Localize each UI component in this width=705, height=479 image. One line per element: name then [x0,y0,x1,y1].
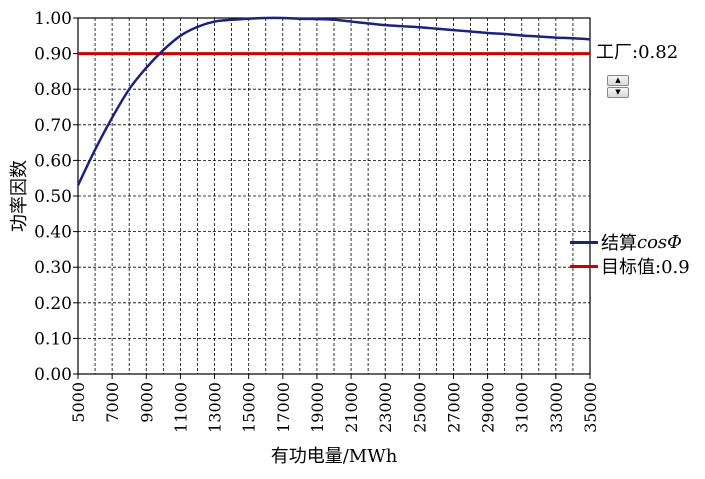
x-tick-label: 25000 [410,382,429,433]
x-tick-label: 21000 [342,382,361,433]
legend-item-target: 目标值:0.9 [570,254,690,278]
x-tick-label: 33000 [547,382,566,433]
spin-up-button[interactable]: ▲ [607,75,629,86]
x-tick-label: 35000 [581,382,600,433]
legend-swatch-target [570,264,598,268]
y-tick-label: 0.50 [34,187,72,207]
x-tick-label: 19000 [308,382,327,433]
y-tick-label: 0.60 [34,151,72,171]
x-tick-label: 27000 [444,382,463,433]
y-tick-label: 0.70 [34,116,72,136]
legend: 结算 cosΦ 目标值:0.9 [570,230,690,278]
legend-label-target: 目标值:0.9 [601,257,690,278]
x-tick-label: 7000 [103,382,122,423]
x-tick-label: 9000 [137,382,156,423]
legend-label-settlement-prefix: 结算 [601,233,637,254]
y-tick-label: 0.10 [34,329,72,349]
y-tick-label: 0.00 [34,365,72,385]
x-tick-label: 23000 [376,382,395,433]
y-tick-label: 0.80 [34,80,72,100]
x-axis-title: 有功电量/MWh [271,446,398,467]
x-tick-label: 31000 [513,382,532,433]
factory-label: 工厂:0.82 [596,42,679,63]
y-tick-label: 0.90 [34,45,72,65]
factory-spinner[interactable]: ▲ ▼ [607,75,631,100]
y-tick-label: 0.40 [34,223,72,243]
x-tick-label: 11000 [171,382,190,433]
x-tick-label: 17000 [274,382,293,433]
x-tick-label: 13000 [206,382,225,433]
legend-label-settlement-cos: cosΦ [637,231,682,253]
legend-item-settlement: 结算 cosΦ [570,230,690,254]
x-tick-label: 29000 [479,382,498,433]
series-line-settlement [76,16,591,186]
spin-down-button[interactable]: ▼ [607,87,629,98]
y-tick-label: 0.20 [34,294,72,314]
x-tick-label: 15000 [240,382,259,433]
y-tick-label: 1.00 [34,9,72,29]
legend-swatch-settlement [570,240,598,244]
x-tick-label: 5000 [69,382,88,423]
y-axis-title: 功率因数 [9,160,30,232]
y-tick-label: 0.30 [34,258,72,278]
